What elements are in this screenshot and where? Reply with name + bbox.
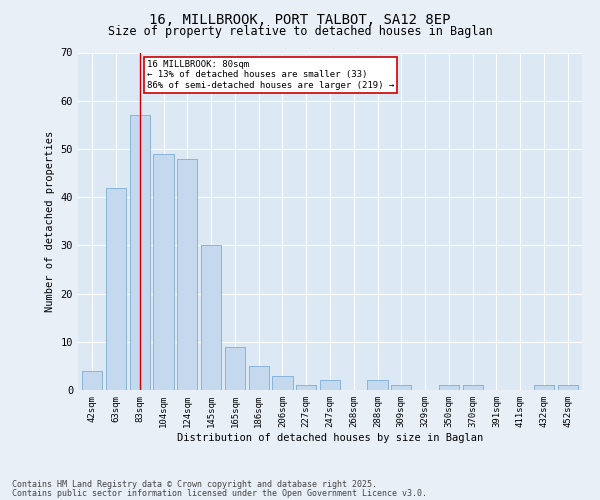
Text: 16, MILLBROOK, PORT TALBOT, SA12 8EP: 16, MILLBROOK, PORT TALBOT, SA12 8EP [149, 12, 451, 26]
Y-axis label: Number of detached properties: Number of detached properties [45, 130, 55, 312]
Bar [154, 154, 173, 390]
Bar [534, 385, 554, 390]
Text: Size of property relative to detached houses in Baglan: Size of property relative to detached ho… [107, 25, 493, 38]
Text: Contains public sector information licensed under the Open Government Licence v3: Contains public sector information licen… [12, 489, 427, 498]
Text: 16 MILLBROOK: 80sqm
← 13% of detached houses are smaller (33)
86% of semi-detach: 16 MILLBROOK: 80sqm ← 13% of detached ho… [147, 60, 394, 90]
Bar [248, 366, 269, 390]
Text: Contains HM Land Registry data © Crown copyright and database right 2025.: Contains HM Land Registry data © Crown c… [12, 480, 377, 489]
Bar [106, 188, 126, 390]
Bar [272, 376, 293, 390]
Bar [177, 158, 197, 390]
Bar [463, 385, 483, 390]
Bar [130, 115, 150, 390]
Bar [439, 385, 459, 390]
Bar [201, 246, 221, 390]
Bar [391, 385, 412, 390]
Bar [557, 385, 578, 390]
Bar [320, 380, 340, 390]
Bar [296, 385, 316, 390]
Bar [367, 380, 388, 390]
Bar [82, 370, 103, 390]
X-axis label: Distribution of detached houses by size in Baglan: Distribution of detached houses by size … [177, 432, 483, 442]
Bar [225, 346, 245, 390]
